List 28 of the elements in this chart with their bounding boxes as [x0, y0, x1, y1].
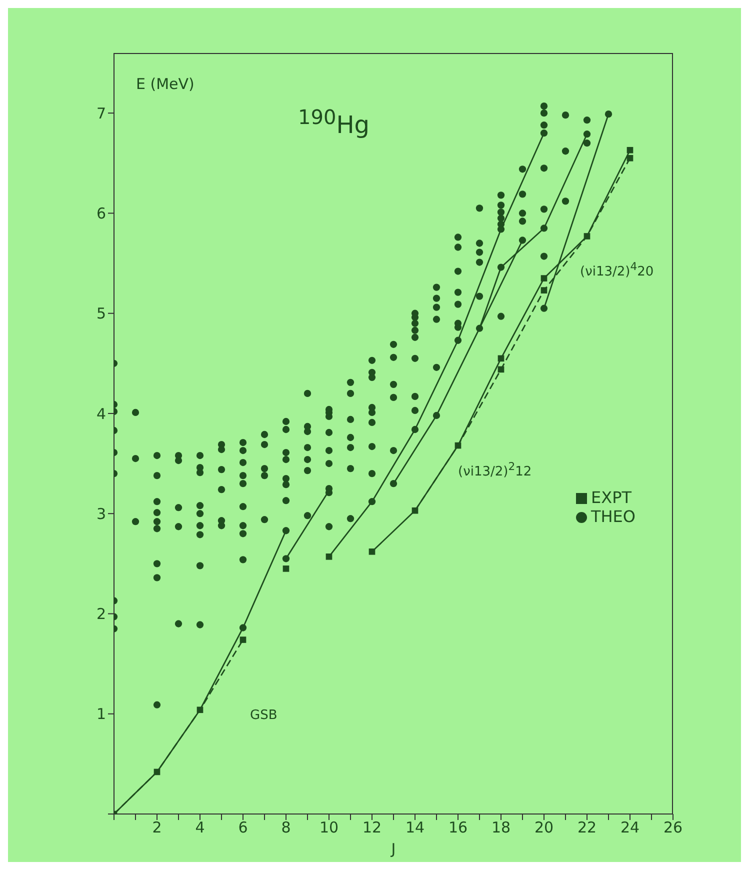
annotation: (νi13/2)$^{2}$12 — [458, 460, 532, 480]
x-tick-label: 6 — [238, 818, 248, 837]
x-tick-label: 22 — [577, 818, 597, 837]
x-tick-label: 16 — [448, 818, 468, 837]
x-tick-label: 4 — [195, 818, 205, 837]
x-tick-label: 2 — [152, 818, 162, 837]
y-tick-label: 7 — [96, 104, 106, 122]
x-tick-label: 24 — [620, 818, 640, 837]
y-tick-label: 2 — [96, 605, 106, 624]
x-tick-label: 18 — [491, 818, 511, 837]
x-tick-label: 8 — [281, 818, 291, 837]
text: $^{190}$Hg — [298, 105, 370, 139]
x-tick-label: 20 — [534, 818, 554, 837]
y-tick-label: 5 — [96, 304, 106, 323]
x-tick-label: 10 — [319, 818, 339, 837]
x-axis-title: J — [390, 840, 396, 858]
x-tick-label: 26 — [663, 818, 683, 837]
annotation: GSB — [250, 708, 278, 723]
y-tick-label: 4 — [96, 404, 106, 423]
y-tick-label: 6 — [96, 204, 106, 223]
legend-label: THEO — [591, 507, 636, 526]
y-tick-label: 1 — [96, 705, 106, 724]
legend-label: EXPT — [591, 488, 632, 507]
x-tick-label: 12 — [362, 818, 382, 837]
y-axis-title: E (MeV) — [136, 75, 194, 93]
y-tick-label: 3 — [96, 504, 106, 523]
annotation: (νi13/2)$^{4}$20 — [580, 260, 654, 280]
x-tick-label: 14 — [405, 818, 425, 837]
